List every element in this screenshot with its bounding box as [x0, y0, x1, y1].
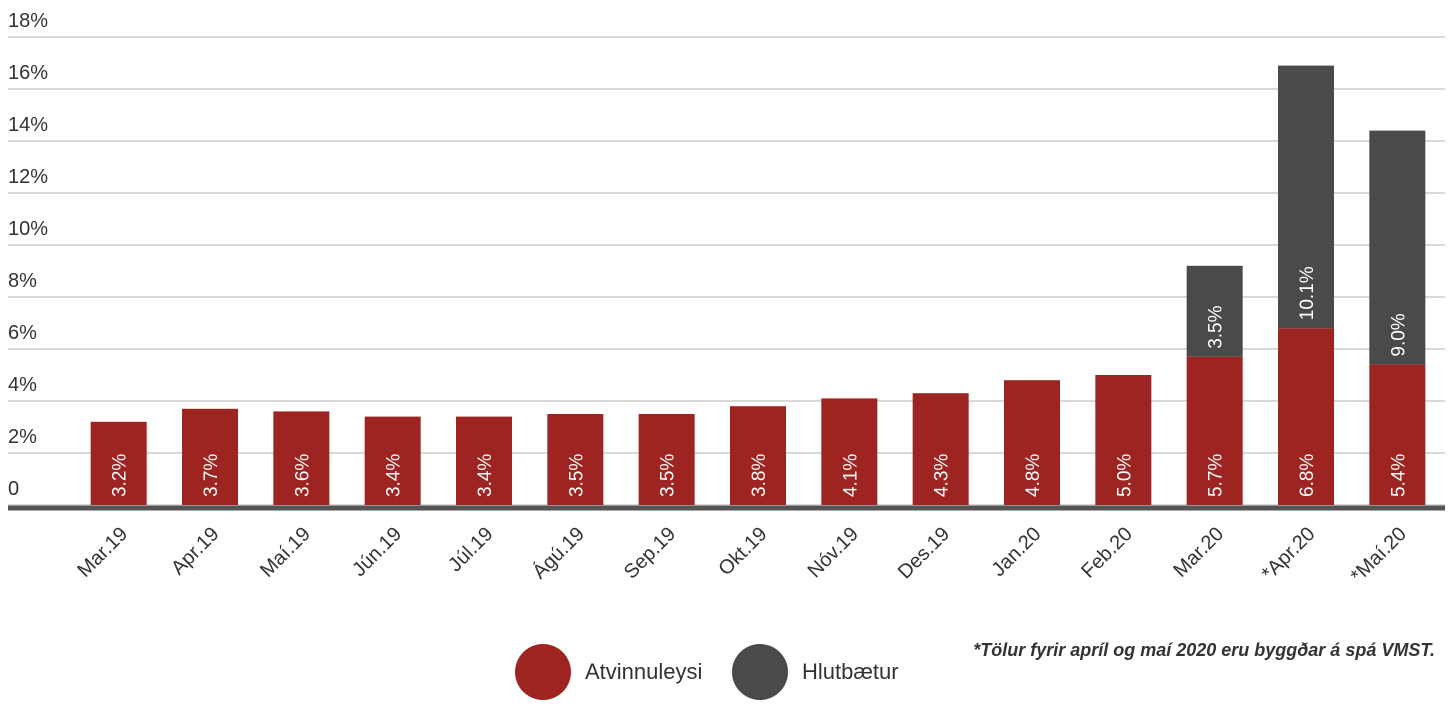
value-label: 9.0%: [1388, 313, 1409, 356]
x-tick-label: Mar.19: [73, 523, 132, 582]
bar-segment: [638, 414, 695, 505]
y-tick-label: 2%: [8, 426, 37, 448]
value-label: 3.4%: [475, 454, 496, 497]
bar-segment: [364, 416, 421, 505]
bar-segment: [182, 408, 238, 505]
value-label: 5.0%: [1114, 454, 1135, 497]
bar-segment: [1186, 265, 1243, 357]
footnote: *Tölur fyrir apríl og maí 2020 eru byggð…: [973, 640, 1435, 660]
y-tick-label: 12%: [8, 166, 48, 188]
value-label: 3.8%: [749, 454, 770, 497]
x-tick-label: Jún.19: [348, 523, 406, 581]
legend-label: Hlutbætur: [802, 659, 899, 684]
value-label: 3.5%: [1206, 305, 1227, 348]
y-tick-label: 6%: [8, 322, 37, 344]
y-tick-label: 8%: [8, 270, 37, 292]
value-label: 10.1%: [1297, 266, 1318, 320]
value-label: 6.8%: [1297, 454, 1318, 497]
x-tick-label: Mar.20: [1169, 523, 1228, 582]
value-label: 4.3%: [932, 454, 953, 497]
value-label: 3.4%: [384, 454, 405, 497]
y-tick-label: 18%: [8, 10, 48, 32]
y-tick-label: 4%: [8, 374, 37, 396]
x-tick-label: Ágú.19: [528, 522, 589, 583]
bar-segment: [456, 416, 512, 505]
y-tick-label: 16%: [8, 62, 48, 84]
x-tick-label: Des.19: [894, 523, 954, 583]
bar-segment: [821, 398, 878, 505]
bar-segment: [1369, 364, 1426, 505]
bar-segment: [1278, 65, 1334, 329]
legend-swatch: [732, 644, 788, 700]
value-label: 3.7%: [201, 454, 222, 497]
value-label: 3.2%: [110, 454, 131, 497]
bar-segment: [912, 393, 969, 505]
x-tick-label: Maí.19: [256, 523, 315, 582]
x-tick-label: Nóv.19: [804, 523, 863, 582]
legend-label: Atvinnuleysi: [585, 659, 702, 684]
value-label: 4.8%: [1023, 454, 1044, 497]
x-tick-label: *Maí.20: [1347, 523, 1411, 587]
x-tick-label: Sep.19: [620, 523, 680, 583]
value-label: 5.4%: [1388, 454, 1409, 497]
bar-segment: [1095, 375, 1152, 505]
y-tick-label: 0: [8, 478, 19, 500]
x-tick-label: Feb.20: [1077, 523, 1137, 583]
value-label: 4.1%: [840, 454, 861, 497]
y-tick-label: 10%: [8, 218, 48, 240]
bar-segment: [90, 421, 147, 505]
x-tick-label: *Apr.20: [1258, 523, 1320, 585]
x-tick-label: Apr.19: [167, 523, 223, 579]
bar-segment: [1004, 380, 1060, 505]
legend-swatch: [515, 644, 571, 700]
x-tick-label: Okt.19: [714, 523, 771, 580]
x-tick-label: Jan.20: [988, 523, 1046, 581]
bar-segment: [730, 406, 786, 505]
bar-segment: [547, 414, 604, 505]
bar-segment: [1278, 328, 1334, 505]
bar-segment: [273, 411, 330, 505]
value-label: 5.7%: [1206, 454, 1227, 497]
y-tick-label: 14%: [8, 114, 48, 136]
bar-segment: [1369, 130, 1426, 365]
bar-segment: [1186, 356, 1243, 505]
value-label: 3.5%: [566, 454, 587, 497]
value-label: 3.6%: [292, 454, 313, 497]
value-label: 3.5%: [658, 454, 679, 497]
x-tick-label: Júl.19: [444, 523, 497, 576]
